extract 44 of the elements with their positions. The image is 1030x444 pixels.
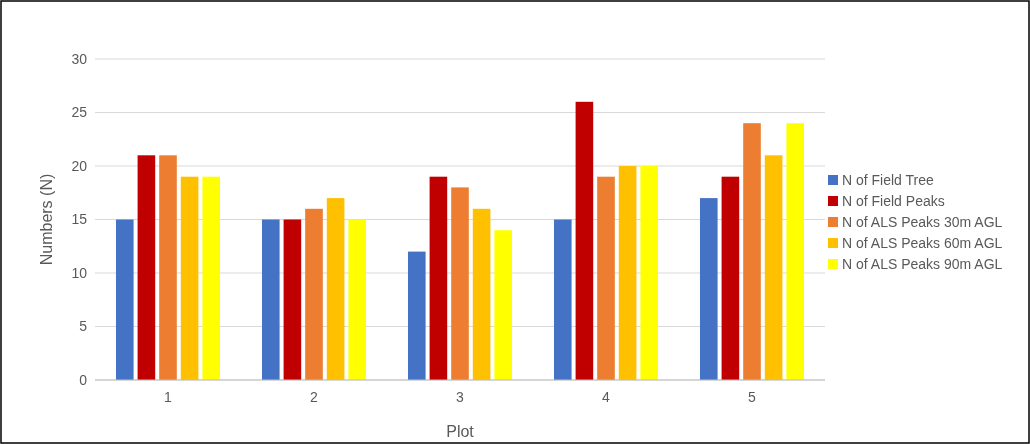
y-tick-label: 5: [79, 318, 88, 335]
y-axis-title: Numbers (N): [38, 173, 55, 266]
bar: [699, 198, 718, 380]
y-tick-label: 0: [79, 371, 88, 388]
bar: [407, 251, 426, 380]
bar: [348, 219, 367, 380]
bar: [326, 198, 345, 380]
y-tick-label: 25: [71, 104, 88, 121]
y-tick-label: 10: [71, 264, 88, 281]
bar: [597, 176, 615, 380]
bar: [618, 166, 637, 380]
x-tick-label: 4: [602, 389, 611, 405]
legend-label: N of ALS Peaks 90m AGL: [842, 255, 1003, 272]
y-tick-label: 20: [71, 157, 88, 174]
bar: [261, 219, 280, 380]
legend-label: N of Field Tree: [842, 171, 935, 188]
y-tick-label: 30: [71, 50, 88, 67]
bar: [786, 123, 805, 380]
bar: [429, 176, 448, 380]
legend-label: N of ALS Peaks 30m AGL: [842, 213, 1003, 230]
bar: [494, 230, 513, 380]
bar: [764, 155, 783, 380]
x-tick-label: 1: [164, 389, 173, 405]
bar: [743, 123, 761, 380]
x-tick-label: 3: [456, 389, 465, 405]
legend-label: N of ALS Peaks 60m AGL: [842, 234, 1003, 251]
bar: [575, 101, 594, 380]
x-tick-label: 5: [748, 389, 757, 405]
y-tick-label: 15: [71, 211, 88, 228]
bar: [159, 155, 177, 380]
bar: [472, 208, 491, 380]
x-tick-label: 2: [310, 389, 319, 405]
bar: [283, 219, 302, 380]
bar: [305, 208, 323, 380]
bar: [180, 176, 199, 380]
bar: [115, 219, 134, 380]
x-axis-title: Plot: [446, 423, 475, 440]
bar: [721, 176, 740, 380]
legend-label: N of Field Peaks: [842, 192, 945, 209]
bar: [553, 219, 572, 380]
bar: [640, 166, 659, 380]
bar: [202, 176, 221, 380]
bar: [451, 187, 469, 380]
bar: [137, 155, 156, 380]
